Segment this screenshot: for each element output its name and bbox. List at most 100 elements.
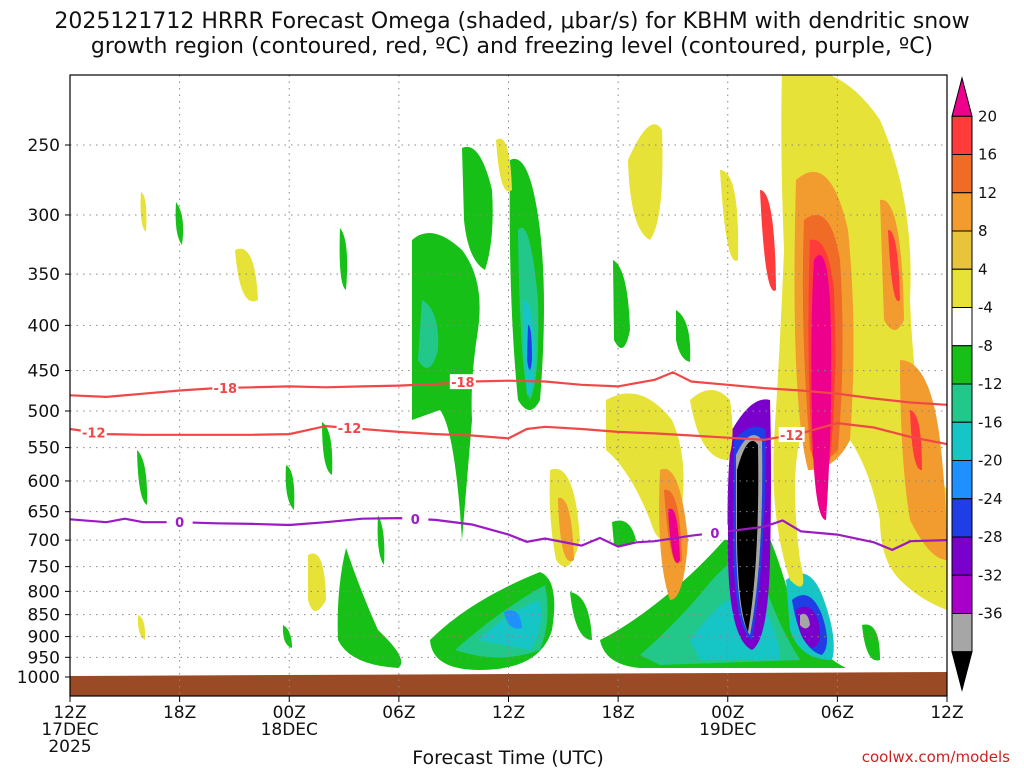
omega-area (862, 624, 880, 661)
omega-area (285, 465, 295, 510)
omega-area (888, 229, 900, 302)
y-tick-label: 500 (28, 402, 60, 422)
y-axis: 2503003504004505005506006507007508008509… (17, 136, 70, 688)
y-tick-label: 300 (28, 206, 60, 226)
contour-label-bg (336, 419, 363, 435)
y-tick-label: 750 (28, 558, 60, 578)
chart-title-line2: growth region (contoured, red, ºC) and f… (91, 34, 933, 59)
contour-label: -12 (338, 422, 362, 437)
colorbar-label: -32 (978, 566, 1003, 584)
y-tick-label: 600 (28, 472, 60, 492)
colorbar-label: 20 (978, 107, 997, 125)
omega-area (140, 192, 147, 232)
colorbar-swatch (951, 76, 973, 117)
x-tick-label: 00Z (273, 703, 306, 723)
omega-area (570, 592, 592, 640)
contour-label: -12 (82, 426, 106, 441)
contour-label: -18 (451, 376, 475, 391)
omega-area (175, 202, 184, 245)
omega-area (737, 440, 759, 632)
contour-label-bg (778, 426, 805, 442)
omega-area (235, 248, 258, 302)
colorbar-label: -4 (978, 299, 993, 317)
omega-area (137, 615, 146, 640)
contour-label: -18 (214, 382, 238, 397)
omega-area (377, 515, 385, 565)
omega-area (462, 146, 493, 270)
y-tick-label: 450 (28, 362, 60, 382)
contour-label: 0 (710, 527, 719, 542)
y-tick-label: 550 (28, 439, 60, 459)
colorbar-swatch (951, 345, 973, 385)
omega-area (676, 310, 691, 362)
y-tick-label: 800 (28, 582, 60, 602)
contour-label-bg (402, 510, 429, 526)
colorbar-label: -24 (978, 490, 1003, 508)
colorbar-swatch (951, 536, 973, 576)
contour-label-bg (449, 374, 476, 390)
x-tick-label: 12Z (53, 703, 86, 723)
y-tick-label: 1000 (17, 668, 60, 688)
omega-area (527, 325, 532, 370)
y-tick-label: 650 (28, 503, 60, 523)
colorbar-swatch (951, 192, 973, 232)
omega-area (308, 553, 326, 611)
contour-label: 0 (411, 513, 420, 528)
omega-shading (137, 75, 947, 670)
chart-title-line1: 2025121712 HRRR Forecast Omega (shaded, … (54, 9, 969, 34)
contour-label-bg (212, 379, 239, 395)
omega-area (900, 360, 947, 560)
x-tick-label: 18DEC (261, 720, 318, 740)
omega-area (800, 613, 810, 629)
omega-area (558, 497, 574, 562)
omega-area (496, 138, 512, 192)
y-tick-label: 350 (28, 265, 60, 285)
colorbar-swatch (951, 421, 973, 461)
colorbar-label: 4 (978, 260, 988, 278)
contour-label: 0 (175, 516, 184, 531)
omega-area (720, 170, 739, 261)
x-tick-label: 06Z (382, 703, 415, 723)
colorbar-swatch (951, 383, 973, 423)
colorbar-swatch (951, 268, 973, 308)
omega-area (322, 422, 333, 475)
colorbar-swatch (951, 574, 973, 614)
omega-area (910, 410, 922, 471)
contour-lines: -18 -18 -12 -12 -12 0 0 0 (70, 371, 947, 552)
colorbar-swatch (951, 613, 973, 653)
colorbar-swatch (951, 230, 973, 270)
y-tick-label: 700 (28, 531, 60, 551)
colorbar-swatch (951, 498, 973, 538)
x-tick-label: 19DEC (699, 720, 756, 740)
colorbar-swatch (951, 115, 973, 155)
y-tick-label: 250 (28, 136, 60, 156)
colorbar-swatch (951, 154, 973, 194)
omega-area (668, 508, 680, 563)
x-tick-label: 12Z (930, 703, 963, 723)
colorbar-label: -16 (978, 413, 1003, 431)
omega-area (690, 390, 733, 460)
colorbar-swatch (951, 460, 973, 500)
credit-text: coolwx.com/models (862, 748, 1010, 766)
x-tick-label: 12Z (492, 703, 525, 723)
omega-area (418, 300, 439, 368)
colorbar-label: -28 (978, 528, 1003, 546)
colorbar-label: -12 (978, 375, 1003, 393)
x-tick-label: 2025 (48, 737, 91, 757)
x-tick-label: 18Z (601, 703, 634, 723)
colorbar-label: -20 (978, 452, 1003, 470)
contour-label-bg (80, 424, 107, 440)
contour-label-bg (701, 524, 728, 540)
omega-area (628, 124, 663, 240)
colorbar-label: 12 (978, 184, 997, 202)
colorbar-label: -36 (978, 605, 1003, 623)
colorbar-swatch (951, 307, 973, 347)
x-tick-label: 17DEC (41, 720, 98, 740)
y-tick-label: 850 (28, 606, 60, 626)
ground-terrain (70, 672, 947, 696)
omega-area (760, 190, 776, 291)
y-tick-label: 900 (28, 628, 60, 648)
colorbar-swatch (951, 651, 973, 692)
